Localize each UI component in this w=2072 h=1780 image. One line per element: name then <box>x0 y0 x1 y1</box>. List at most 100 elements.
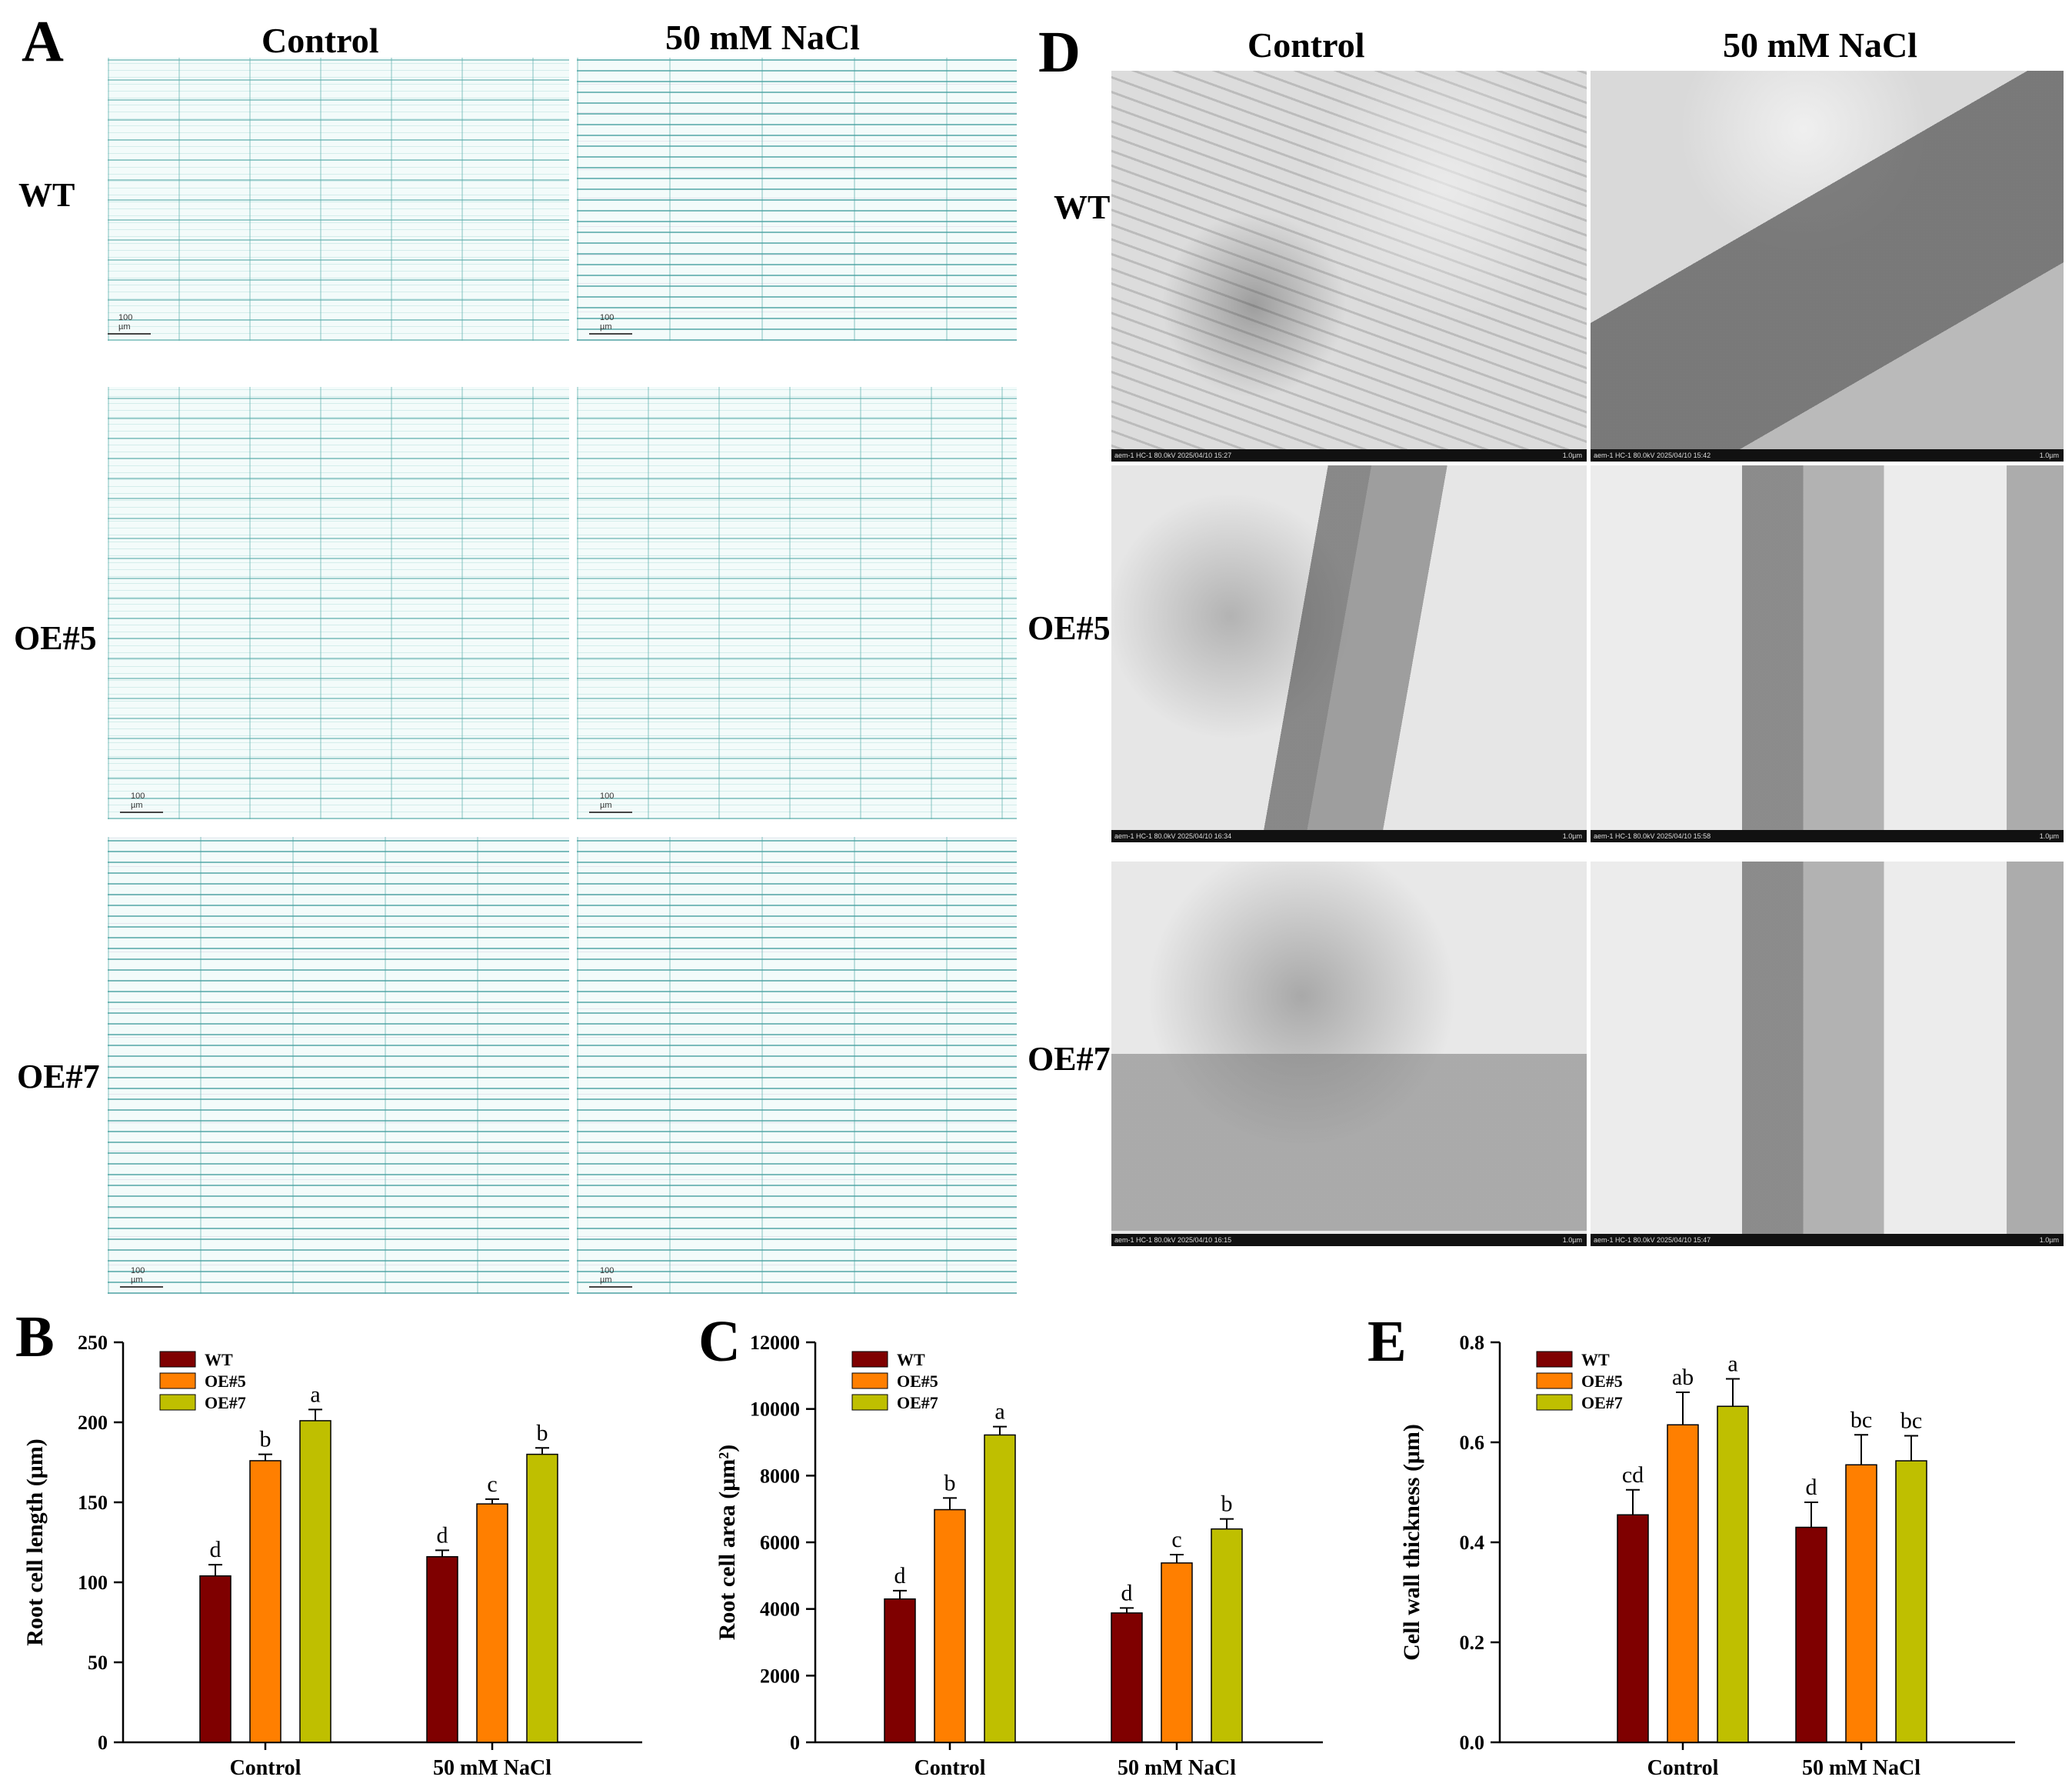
panel-d-col-nacl: 50 mM NaCl <box>1723 25 1917 65</box>
significance-letter: c <box>1171 1527 1181 1552</box>
bar <box>1717 1405 1749 1743</box>
bar <box>1111 1612 1143 1743</box>
tem-scale: 1.0µm <box>2039 1236 2059 1244</box>
tem-footer: aem-1 HC-1 80.0kV 2025/04/10 15:47 <box>1594 1236 1711 1244</box>
bar <box>199 1575 232 1743</box>
y-tick-label: 0 <box>98 1732 108 1754</box>
micrograph-a-wt-nacl: 100 µm <box>577 58 1017 341</box>
legend-swatch <box>851 1372 888 1389</box>
panel-letter-c: C <box>698 1309 741 1374</box>
panel-a-row-oe7: OE#7 <box>17 1058 100 1095</box>
x-tick-label: Control <box>230 1756 301 1780</box>
y-tick-label: 0 <box>790 1732 800 1754</box>
tem-footer: aem-1 HC-1 80.0kV 2025/04/10 16:34 <box>1114 832 1232 840</box>
legend-swatch <box>159 1372 196 1389</box>
y-tick-label: 0.0 <box>1460 1732 1485 1754</box>
legend-swatch <box>851 1394 888 1411</box>
panel-letter-e: E <box>1367 1309 1407 1374</box>
bar <box>426 1555 458 1743</box>
bar <box>1845 1464 1877 1743</box>
tem-d-oe7-nacl: aem-1 HC-1 80.0kV 2025/04/10 15:47 1.0µm <box>1591 862 2064 1246</box>
y-tick-label: 250 <box>78 1332 108 1354</box>
significance-letter: d <box>1806 1475 1817 1500</box>
bar <box>934 1508 966 1743</box>
micrograph-a-oe7-control: 100 µm <box>108 837 569 1294</box>
x-tick-label: 50 mM NaCl <box>1802 1756 1920 1780</box>
y-tick-label: 2000 <box>760 1665 800 1687</box>
y-tick-label: 0.2 <box>1460 1632 1485 1654</box>
legend-label: WT <box>1581 1350 1610 1369</box>
bar <box>1895 1460 1927 1743</box>
panel-a-col-nacl: 50 mM NaCl <box>665 18 860 57</box>
significance-letter: c <box>487 1472 497 1497</box>
panel-letter-d: D <box>1038 20 1081 85</box>
micrograph-a-wt-control: 100 µm <box>108 58 569 341</box>
tem-footer: aem-1 HC-1 80.0kV 2025/04/10 15:42 <box>1594 452 1711 459</box>
significance-letter: b <box>537 1420 548 1445</box>
significance-letter: d <box>437 1522 448 1548</box>
legend-swatch <box>1536 1372 1573 1389</box>
significance-letter: d <box>210 1537 222 1562</box>
y-tick-label: 100 <box>78 1572 108 1594</box>
bar <box>884 1598 916 1743</box>
tem-d-wt-control: aem-1 HC-1 80.0kV 2025/04/10 15:27 1.0µm <box>1111 71 1587 462</box>
tem-d-oe7-control: aem-1 HC-1 80.0kV 2025/04/10 16:15 1.0µm <box>1111 862 1587 1246</box>
y-tick-label: 12000 <box>750 1332 800 1354</box>
legend-label: OE#7 <box>1581 1393 1623 1412</box>
bar <box>1211 1528 1243 1743</box>
tem-d-oe5-control: aem-1 HC-1 80.0kV 2025/04/10 16:34 1.0µm <box>1111 465 1587 842</box>
bar <box>1795 1526 1827 1743</box>
micrograph-a-oe7-nacl: 100 µm <box>577 837 1017 1294</box>
tem-scale: 1.0µm <box>2039 452 2059 459</box>
tem-scale: 1.0µm <box>2039 832 2059 840</box>
legend-label: WT <box>205 1350 233 1369</box>
tem-d-wt-nacl: aem-1 HC-1 80.0kV 2025/04/10 15:42 1.0µm <box>1591 71 2064 462</box>
y-tick-label: 150 <box>78 1492 108 1514</box>
significance-letter: bc <box>1850 1407 1872 1432</box>
y-tick-label: 200 <box>78 1412 108 1434</box>
bar <box>1667 1424 1699 1743</box>
legend-label: OE#7 <box>897 1393 938 1412</box>
significance-letter: ab <box>1672 1365 1694 1390</box>
tem-scale: 1.0µm <box>1562 832 1582 840</box>
legend-label: OE#5 <box>1581 1372 1623 1391</box>
y-tick-label: 0.8 <box>1460 1332 1485 1354</box>
significance-letter: a <box>310 1382 320 1407</box>
panel-letter-a: A <box>22 9 64 74</box>
scale-label: 100 µm <box>600 1266 615 1285</box>
significance-letter: b <box>944 1470 956 1495</box>
bar <box>526 1453 558 1743</box>
legend-label: OE#7 <box>205 1393 246 1412</box>
y-tick-label: 0.6 <box>1460 1432 1485 1454</box>
tem-footer: aem-1 HC-1 80.0kV 2025/04/10 16:15 <box>1114 1236 1232 1244</box>
scale-label: 100 µm <box>600 792 615 810</box>
significance-letter: d <box>894 1563 906 1588</box>
y-tick-label: 50 <box>88 1652 108 1674</box>
significance-letter: a <box>1727 1351 1737 1376</box>
legend-swatch <box>1536 1351 1573 1368</box>
significance-letter: b <box>260 1427 271 1452</box>
tem-d-oe5-nacl: aem-1 HC-1 80.0kV 2025/04/10 15:58 1.0µm <box>1591 465 2064 842</box>
y-axis-label: Cell wall thickness (μm) <box>1399 1424 1424 1661</box>
bar <box>1161 1562 1193 1743</box>
tem-scale: 1.0µm <box>1562 1236 1582 1244</box>
y-axis-label: Root cell length (μm) <box>22 1438 48 1645</box>
significance-letter: bc <box>1900 1408 1922 1434</box>
legend-swatch <box>851 1351 888 1368</box>
chart-e: 0.0 0.2 0.4 0.6 0.8 Cell wall thickness (μm) C… <box>1399 1332 2015 1780</box>
bar <box>984 1434 1016 1743</box>
legend-swatch <box>1536 1394 1573 1411</box>
y-tick-label: 10000 <box>750 1398 800 1421</box>
legend-swatch <box>159 1351 196 1368</box>
y-tick-label: 6000 <box>760 1532 800 1554</box>
panel-a-row-oe5: OE#5 <box>14 619 97 657</box>
scale-label: 100 µm <box>131 1266 145 1285</box>
legend-label: WT <box>897 1350 925 1369</box>
y-tick-label: 4000 <box>760 1598 800 1621</box>
panel-d-row-oe7: OE#7 <box>1028 1040 1111 1078</box>
y-tick-label: 8000 <box>760 1465 800 1487</box>
panel-d-row-wt: WT <box>1054 188 1111 226</box>
x-tick-label: Control <box>914 1756 986 1780</box>
x-tick-label: 50 mM NaCl <box>433 1756 551 1780</box>
panel-a-col-control: Control <box>261 21 379 60</box>
